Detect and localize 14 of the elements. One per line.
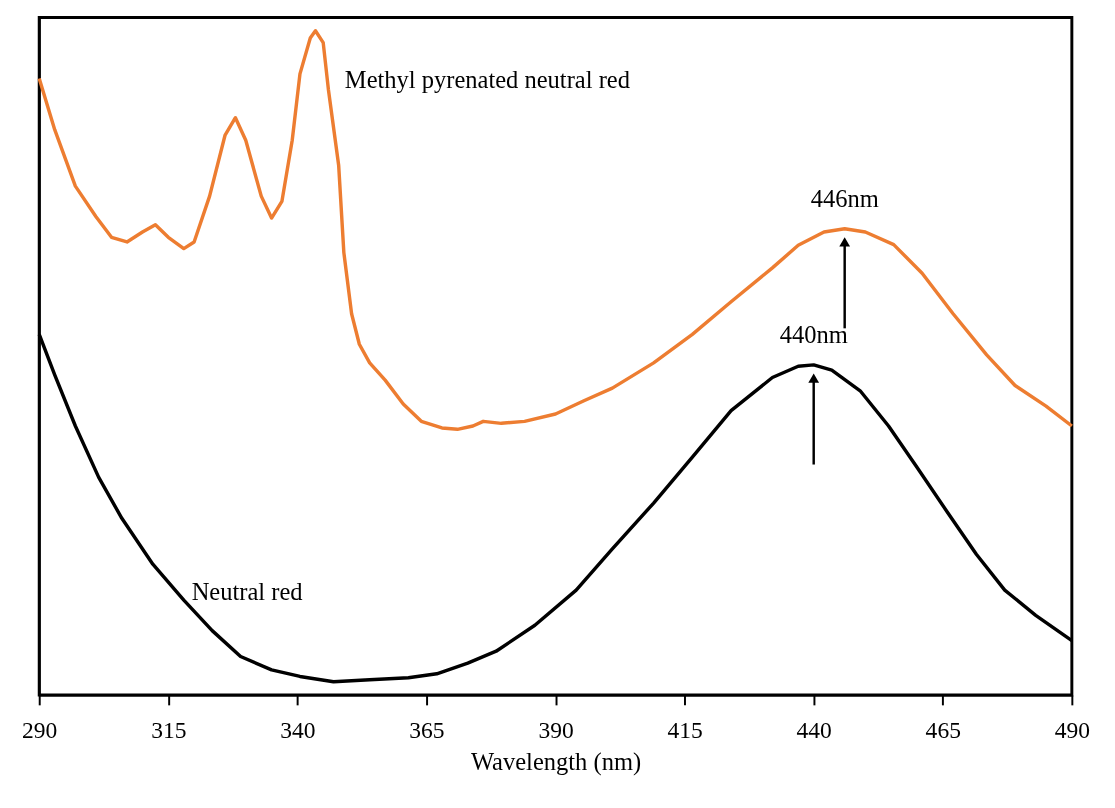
x-tick-label: 290 — [22, 716, 58, 743]
x-axis-title: Wavelength (nm) — [470, 748, 642, 777]
series-label: Methyl pyrenated neutral red — [344, 65, 630, 93]
x-tick-label: 340 — [280, 716, 316, 743]
x-tick-label: 465 — [925, 716, 961, 743]
x-tick-label: 440 — [796, 716, 832, 743]
series-label: Neutral red — [191, 578, 303, 606]
x-tick-label: 390 — [538, 716, 574, 743]
x-tick-label: 490 — [1054, 716, 1090, 743]
x-tick-label: 365 — [409, 716, 445, 743]
annotation: 446nm — [810, 185, 879, 213]
annotation: 440nm — [779, 321, 848, 349]
x-tick-label: 415 — [667, 716, 703, 743]
x-tick-label: 315 — [151, 716, 187, 743]
